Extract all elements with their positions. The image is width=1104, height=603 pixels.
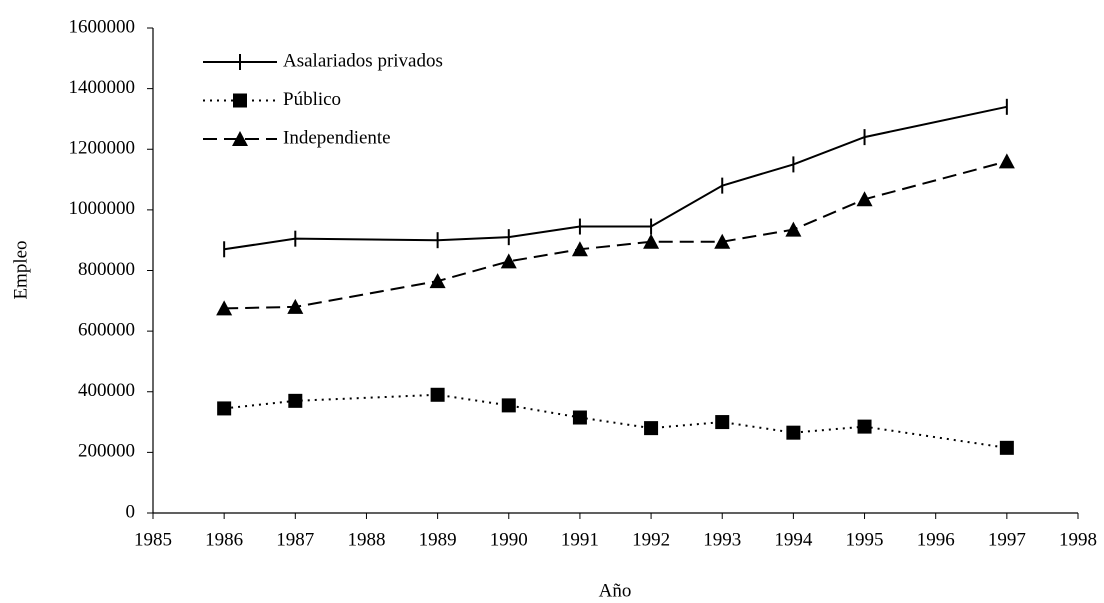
x-tick-label: 1990 (490, 529, 528, 550)
marker (785, 221, 802, 237)
x-tick-label: 1998 (1059, 529, 1097, 550)
marker (216, 300, 233, 316)
y-axis-label: Empleo (10, 240, 31, 299)
marker (217, 401, 232, 416)
x-tick-label: 1995 (846, 529, 884, 550)
x-tick-label: 1986 (205, 529, 243, 550)
marker (786, 425, 801, 440)
marker (715, 415, 730, 430)
x-tick-label: 1997 (988, 529, 1026, 550)
x-tick-label: 1991 (561, 529, 599, 550)
x-tick-label: 1994 (774, 529, 813, 550)
marker (714, 233, 731, 249)
marker (643, 233, 660, 249)
marker (501, 398, 516, 413)
marker (233, 93, 247, 108)
y-tick-label: 1600000 (69, 16, 136, 37)
x-tick-label: 1987 (276, 529, 314, 550)
y-tick-label: 1400000 (69, 77, 136, 98)
marker (500, 253, 517, 269)
x-tick-label: 1985 (134, 529, 172, 550)
legend-label: Público (283, 89, 341, 110)
y-tick-label: 200000 (78, 441, 135, 462)
marker (856, 191, 873, 207)
x-axis-label: Año (599, 580, 632, 601)
y-tick-label: 0 (126, 501, 136, 522)
y-tick-label: 1000000 (69, 198, 136, 219)
marker (571, 241, 588, 257)
series-line (224, 160, 1008, 310)
y-tick-label: 1200000 (69, 138, 136, 159)
marker (430, 387, 445, 402)
marker (999, 440, 1014, 455)
marker (998, 153, 1015, 169)
y-tick-label: 800000 (78, 259, 135, 280)
y-tick-label: 400000 (78, 380, 135, 401)
marker (232, 131, 248, 146)
series-line (224, 393, 1007, 449)
marker (857, 419, 872, 434)
x-tick-label: 1989 (419, 529, 457, 550)
x-tick-label: 1993 (703, 529, 741, 550)
x-tick-label: 1992 (632, 529, 670, 550)
legend-label: Asalariados privados (283, 50, 443, 71)
marker (429, 273, 446, 289)
marker (572, 410, 587, 425)
y-tick-label: 600000 (78, 319, 135, 340)
x-tick-label: 1988 (347, 529, 385, 550)
marker (288, 393, 303, 408)
marker (287, 298, 304, 314)
marker (644, 421, 659, 436)
legend-label: Independiente (283, 127, 391, 148)
x-tick-label: 1996 (917, 529, 955, 550)
series-line (224, 105, 1008, 251)
